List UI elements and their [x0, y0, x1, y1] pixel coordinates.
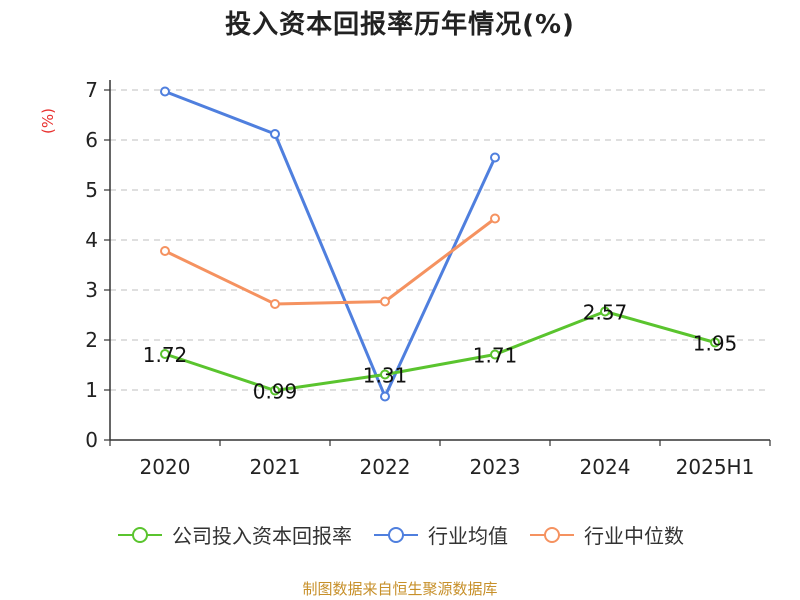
y-tick-label: 3 [85, 278, 98, 302]
series-line-0 [164, 310, 716, 392]
x-tick-label: 2025H1 [676, 455, 755, 479]
data-point [270, 385, 280, 396]
data-label: 1.71 [473, 344, 518, 368]
data-point [490, 152, 500, 163]
y-tick-label: 6 [85, 128, 98, 152]
legend-marker-industry-mean-icon [374, 526, 418, 543]
legend-item-company[interactable]: 公司投入资本回报率 [116, 520, 352, 549]
data-point [710, 337, 720, 348]
x-tick-label: 2022 [360, 455, 411, 479]
y-tick-label: 0 [85, 428, 98, 452]
data-source-note: 制图数据来自恒生聚源数据库 [302, 580, 498, 598]
y-tick-label: 7 [85, 78, 98, 102]
data-point [160, 246, 170, 256]
legend-item-industry-median[interactable]: 行业中位数 [528, 520, 684, 549]
data-point [380, 296, 390, 307]
data-point [270, 299, 280, 309]
series-line-2 [164, 217, 496, 306]
series-line-1 [164, 90, 497, 398]
data-point [490, 349, 500, 360]
x-tick-label: 2024 [580, 455, 631, 479]
legend-item-industry-mean[interactable]: 行业均值 [372, 520, 508, 549]
data-point [600, 306, 610, 317]
data-label: 1.72 [143, 343, 188, 367]
chart-title: 投入资本回报率历年情况(%) [225, 10, 575, 40]
x-tick-label: 2021 [250, 455, 301, 479]
y-tick-label: 2 [85, 328, 98, 352]
data-point [490, 213, 500, 224]
y-tick-label: 4 [85, 228, 98, 252]
legend-marker-industry-median-icon [530, 526, 574, 543]
legend: 公司投入资本回报率 行业均值 行业中位数 [0, 520, 800, 549]
data-point [160, 349, 170, 359]
data-label: 2.57 [583, 301, 628, 325]
y-tick-label: 5 [85, 178, 98, 202]
legend-marker-company-icon [118, 526, 162, 543]
legend-label-industry-median: 行业中位数 [584, 524, 684, 548]
legend-label-industry-mean: 行业均值 [428, 524, 508, 548]
x-tick-label: 2023 [470, 455, 521, 479]
data-point [380, 369, 390, 380]
data-point [160, 86, 170, 97]
data-point [380, 391, 390, 402]
legend-label-company: 公司投入资本回报率 [172, 524, 352, 548]
data-label: 0.99 [253, 380, 298, 404]
y-tick-label: 1 [85, 378, 98, 402]
data-label: 1.95 [693, 332, 738, 356]
data-point [270, 129, 280, 139]
x-tick-label: 2020 [140, 455, 191, 479]
data-label: 1.31 [363, 364, 408, 388]
